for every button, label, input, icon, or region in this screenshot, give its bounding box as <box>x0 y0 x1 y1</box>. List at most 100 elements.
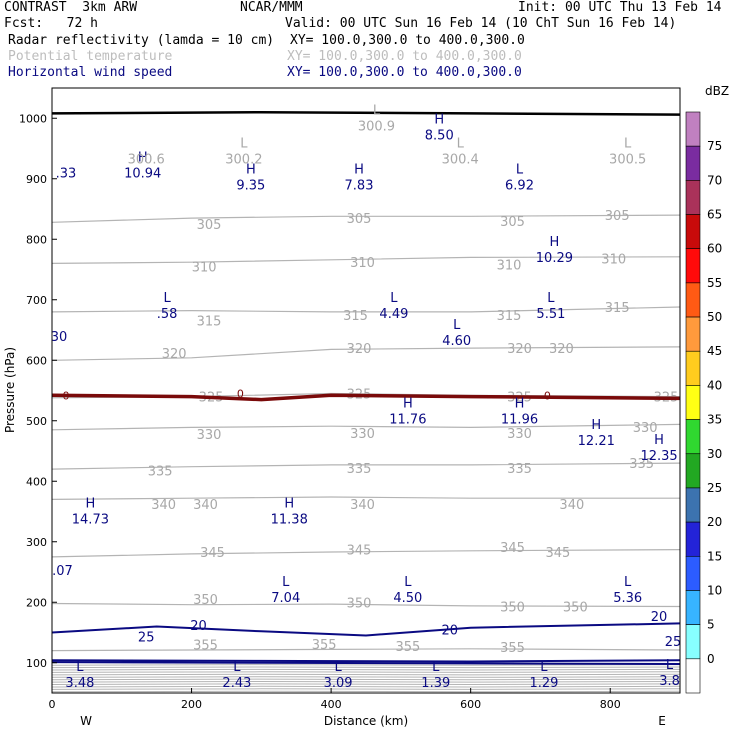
colorbar-level: 10 <box>707 583 722 597</box>
colorbar-level: 70 <box>707 173 722 187</box>
theta-label: 345 <box>200 546 225 561</box>
y-tick-label: 100 <box>26 657 47 670</box>
x-tick-label: 200 <box>181 698 202 711</box>
freezing-level-label: 0 <box>544 389 551 402</box>
colorbar-level: 50 <box>707 310 722 324</box>
extremum-value: .58 <box>157 307 178 322</box>
theta-label: 340 <box>193 498 218 513</box>
extremum-marker: L <box>76 660 84 675</box>
theta-label: 340 <box>350 498 375 513</box>
freezing-level-label: 0 <box>237 388 244 401</box>
theta-label: 305 <box>197 218 222 233</box>
colorbar-level: 25 <box>707 481 722 495</box>
extremum-value: 5.51 <box>536 307 565 322</box>
theta-label: 305 <box>347 212 372 227</box>
theta-contour-310 <box>51 256 681 264</box>
theta-contour-350 <box>51 602 681 608</box>
colorbar-unit: dBZ <box>705 84 729 98</box>
freezing-level-line <box>51 393 681 402</box>
theta-contour-315 <box>51 306 681 313</box>
direction-east: E <box>658 714 666 728</box>
theta-label: 305 <box>500 215 525 230</box>
theta-label: 345 <box>545 546 570 561</box>
extremum-value: 10.94 <box>124 166 161 181</box>
theta-label: 355 <box>395 640 420 655</box>
field-wind: Horizontal wind speed <box>8 65 173 80</box>
y-tick-label: 200 <box>26 596 47 609</box>
theta-label: 315 <box>605 301 630 316</box>
colorbar-level: 65 <box>707 208 722 222</box>
extremum-value: 2.43 <box>222 676 251 691</box>
theta-stratosphere-line <box>51 678 681 681</box>
x-tick-label: 800 <box>600 698 621 711</box>
y-tick-label: 600 <box>26 354 47 367</box>
field-theta: Potential temperature <box>8 49 173 64</box>
y-tick-label: 1000 <box>19 112 47 125</box>
extremum-marker: L <box>624 575 632 590</box>
init-time: Init: 00 UTC Thu 13 Feb 14 <box>518 0 722 15</box>
extremum-marker: L <box>282 575 290 590</box>
extremum-marker: L <box>432 660 440 675</box>
wind-contour-25 <box>51 659 681 663</box>
theta-label: 350 <box>347 596 372 611</box>
field-theta-xy: XY= 100.0,300.0 to 400.0,300.0 <box>287 49 522 64</box>
theta-label: 310 <box>350 256 375 271</box>
theta-label: 335 <box>629 457 654 472</box>
theta-stratosphere-line <box>51 690 681 693</box>
theta-label: 320 <box>507 342 532 357</box>
colorbar-swatch <box>685 555 701 591</box>
extremum-value: 4.60 <box>442 334 471 349</box>
colorbar-swatch <box>685 350 701 386</box>
wind-contour-20 <box>51 622 681 637</box>
theta-stratosphere-line <box>51 688 681 690</box>
colorbar-swatch <box>685 145 701 181</box>
extremum-marker: L <box>453 318 461 333</box>
extremum-value: 6.92 <box>505 179 534 194</box>
center-label: NCAR/MMM <box>240 0 303 15</box>
extremum-value: 11.38 <box>271 513 308 528</box>
theta-stratosphere-line <box>51 671 681 673</box>
colorbar-swatch <box>685 453 701 489</box>
colorbar-swatch <box>685 180 701 215</box>
theta-extremum-value: 300.5 <box>609 153 646 168</box>
theta-label: 315 <box>343 309 368 324</box>
field-wind-xy: XY= 100.0,300.0 to 400.0,300.0 <box>287 65 522 80</box>
freezing-level-label: 0 <box>62 389 69 402</box>
y-tick-label: 800 <box>26 233 47 246</box>
colorbar-level: 35 <box>707 413 722 427</box>
extremum-marker: L <box>540 660 548 675</box>
theta-label: 315 <box>497 309 522 324</box>
extremum-marker: H <box>591 418 601 433</box>
theta-extremum-marker: L <box>373 103 381 118</box>
y-tick-label: 700 <box>26 294 47 307</box>
extremum-marker: H <box>654 433 664 448</box>
extremum-marker: H <box>550 235 560 250</box>
theta-contour-305 <box>51 214 681 223</box>
x-tick-label: 0 <box>49 698 56 711</box>
theta-label: 345 <box>347 544 372 559</box>
y-axis-label: Pressure (hPa) <box>3 347 17 433</box>
extremum-value: 7.04 <box>271 591 300 606</box>
theta-label: 315 <box>197 314 222 329</box>
extremum-marker: H <box>515 397 525 412</box>
y-tick-label: 900 <box>26 173 47 186</box>
wind-label: 20 <box>190 619 207 634</box>
colorbar-swatch <box>685 385 701 420</box>
extremum-value: 11.76 <box>389 413 426 428</box>
wind-label: 20 <box>651 610 668 625</box>
theta-label: 310 <box>192 260 217 275</box>
x-tick-label: 400 <box>321 698 342 711</box>
y-tick-label: 400 <box>26 475 47 488</box>
extremum-value: 9.35 <box>236 179 265 194</box>
direction-west: W <box>80 714 92 728</box>
extremum-marker: H <box>85 497 95 512</box>
theta-label: 330 <box>197 428 222 443</box>
theta-label: 335 <box>347 462 372 477</box>
extremum-marker: H <box>138 150 148 165</box>
colorbar-swatch <box>685 487 701 523</box>
colorbar-level: 60 <box>707 242 722 256</box>
theta-label: 340 <box>559 498 584 513</box>
theta-extremum-marker: L <box>240 137 248 152</box>
theta-label: 355 <box>193 639 218 654</box>
theta-stratosphere-line <box>51 666 681 669</box>
